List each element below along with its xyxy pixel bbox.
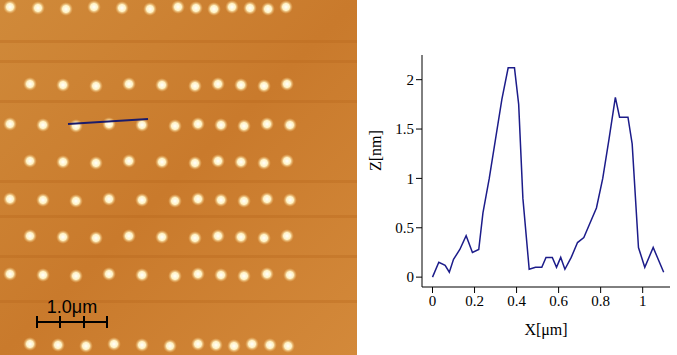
svg-text:0.4: 0.4 xyxy=(507,293,526,309)
svg-text:0.5: 0.5 xyxy=(395,220,414,236)
svg-text:0.8: 0.8 xyxy=(591,293,610,309)
svg-text:0.6: 0.6 xyxy=(549,293,568,309)
svg-text:0: 0 xyxy=(407,269,415,285)
svg-text:1: 1 xyxy=(407,171,415,187)
svg-text:1: 1 xyxy=(639,293,647,309)
svg-text:Z[nm]: Z[nm] xyxy=(367,130,384,171)
svg-text:0: 0 xyxy=(429,293,437,309)
svg-text:1.0μm: 1.0μm xyxy=(47,297,97,317)
svg-text:0.2: 0.2 xyxy=(465,293,484,309)
svg-text:1.5: 1.5 xyxy=(395,121,414,137)
svg-text:2: 2 xyxy=(407,72,415,88)
svg-text:X[μm]: X[μm] xyxy=(524,321,567,339)
